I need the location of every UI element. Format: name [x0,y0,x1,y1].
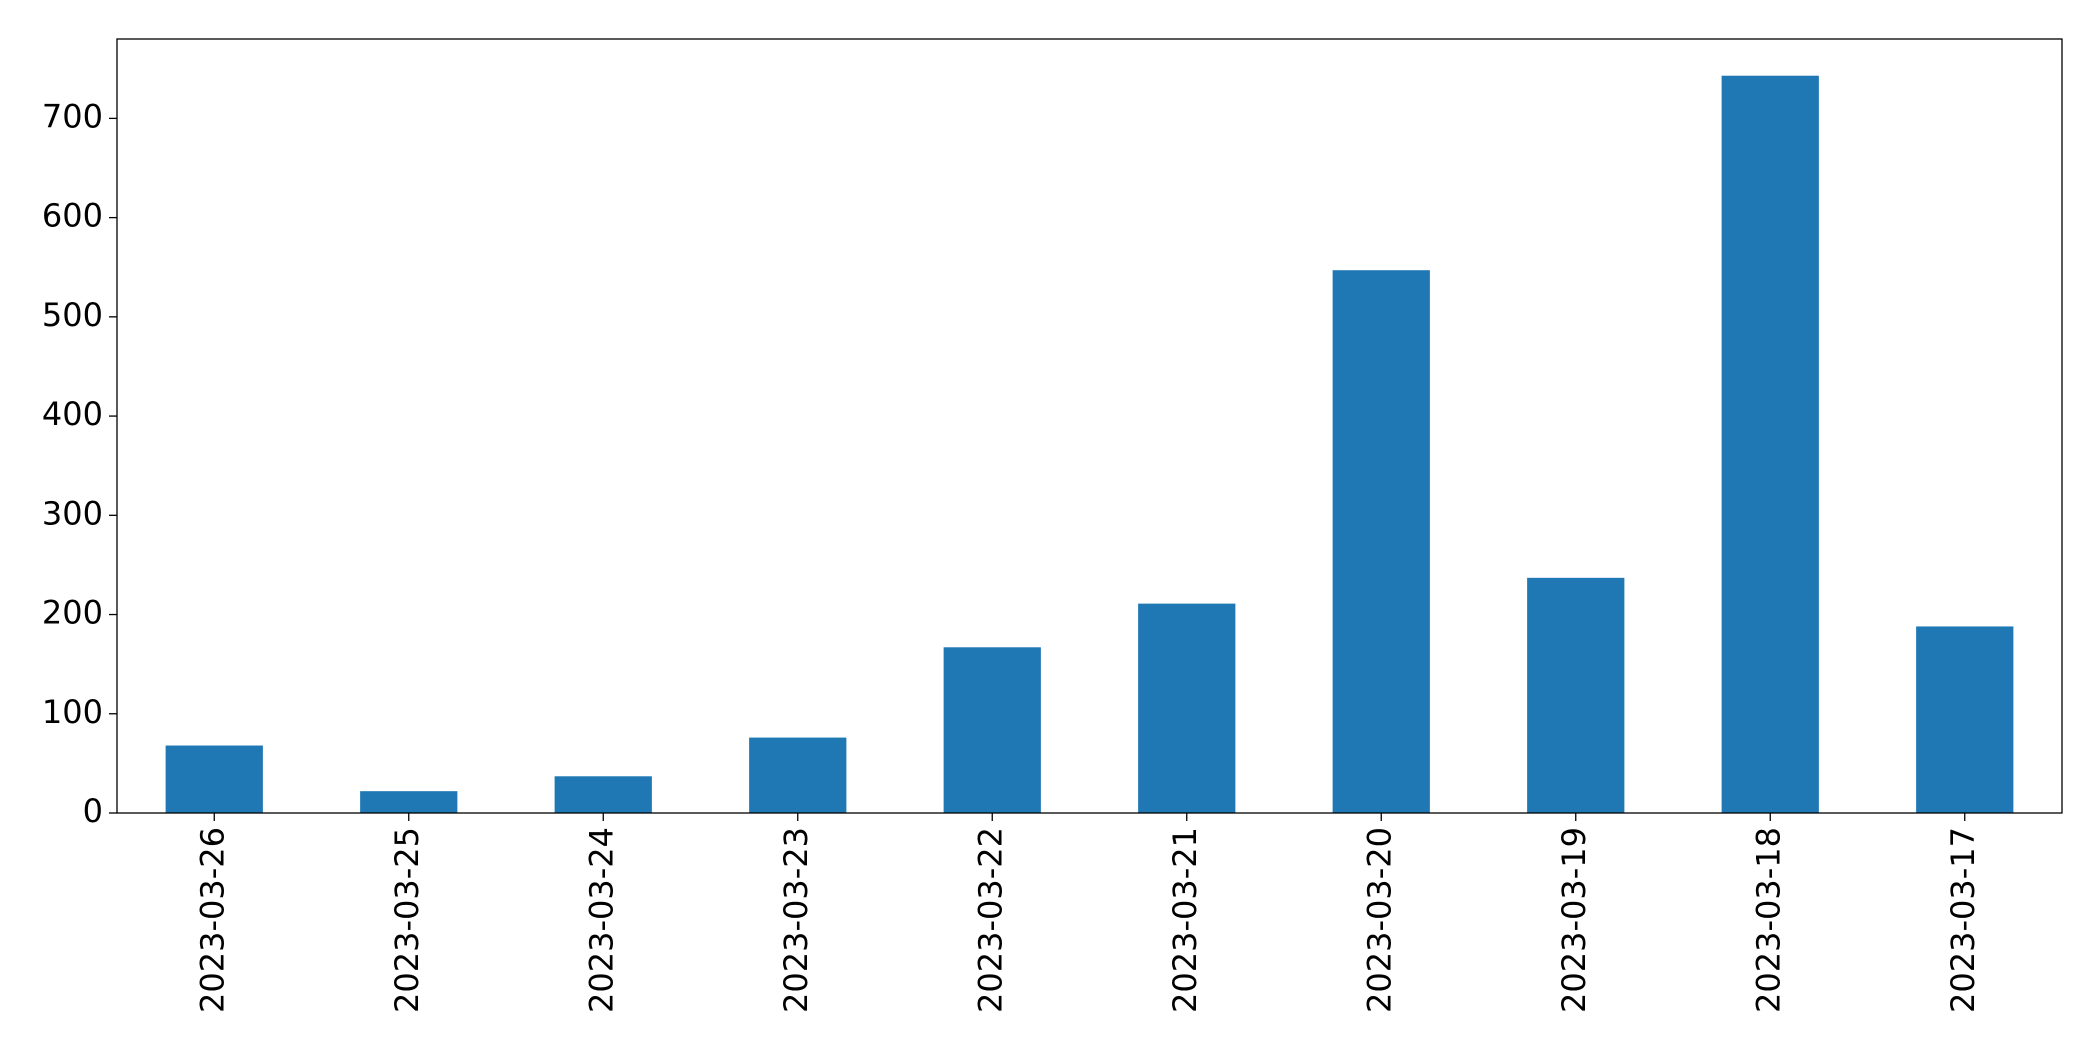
x-tick-label: 2023-03-17 [1944,827,1982,1013]
y-tick-label: 0 [83,792,103,830]
bar [1332,270,1430,813]
x-tick-label: 2023-03-23 [777,827,815,1013]
bar [1527,577,1625,813]
x-tick-label: 2023-03-18 [1749,827,1787,1013]
x-tick-label: 2023-03-21 [1166,827,1204,1013]
y-tick-label: 300 [42,494,103,532]
y-tick-label: 400 [42,395,103,433]
x-tick-label: 2023-03-26 [193,827,231,1013]
y-tick-label: 100 [42,693,103,731]
bar [1138,603,1236,813]
x-tick-label: 2023-03-20 [1360,827,1398,1013]
y-tick-label: 200 [42,594,103,632]
x-tick-label: 2023-03-24 [582,827,620,1013]
bar [165,745,263,813]
bar [1916,626,2014,813]
y-tick-label: 500 [42,296,103,334]
bar [360,791,458,813]
x-tick-label: 2023-03-19 [1555,827,1593,1013]
bar [1721,75,1819,813]
plot-frame [116,38,2063,814]
y-tick-label: 600 [42,197,103,235]
bar [943,647,1041,813]
y-tick-label: 700 [42,97,103,135]
bar [554,776,652,813]
x-tick-label: 2023-03-25 [388,827,426,1013]
x-tick-label: 2023-03-22 [971,827,1009,1013]
bar [749,737,847,813]
